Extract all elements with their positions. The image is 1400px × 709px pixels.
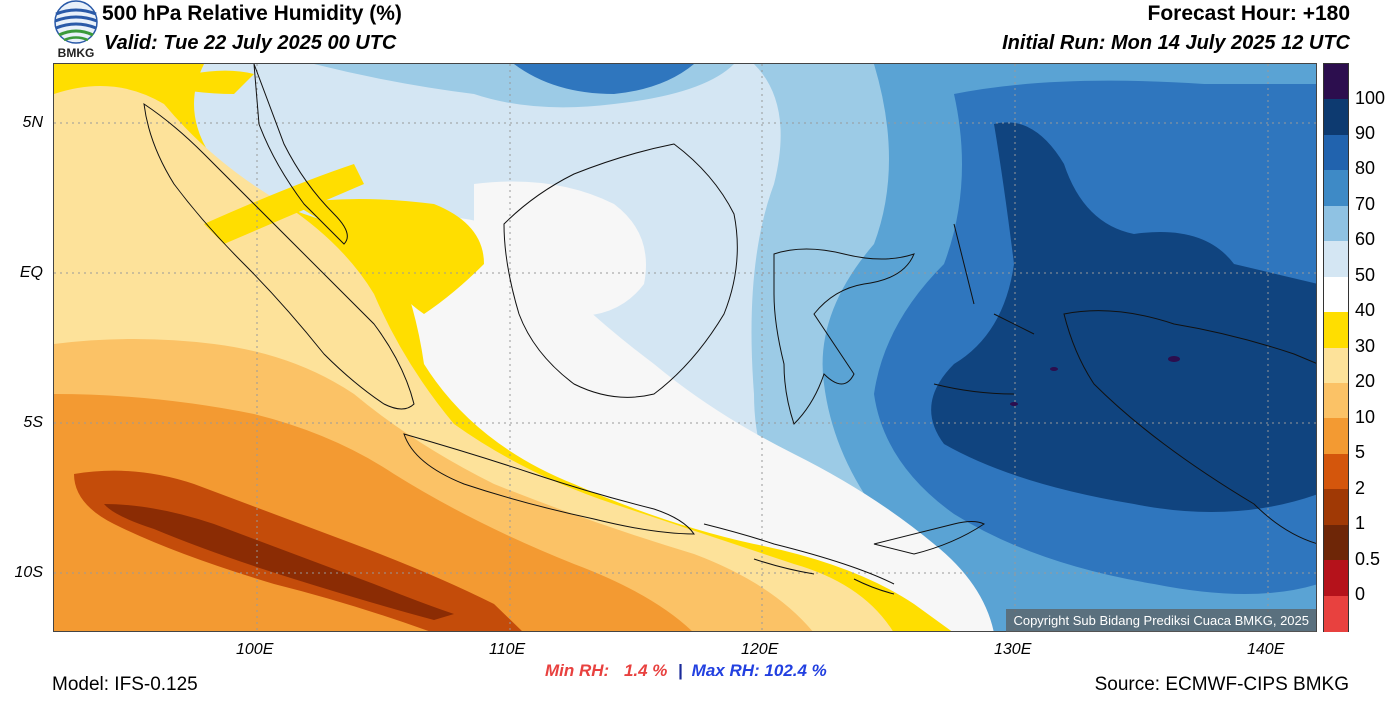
colorbar-segment bbox=[1324, 170, 1348, 207]
colorbar-label: 90 bbox=[1355, 123, 1376, 143]
forecast-hour: Forecast Hour: +180 bbox=[1147, 2, 1351, 25]
colorbar-segment bbox=[1324, 64, 1348, 100]
lon-label-130e: 130E bbox=[994, 641, 1032, 658]
lon-label-120e: 120E bbox=[741, 641, 779, 658]
colorbar-label: 1 bbox=[1355, 513, 1366, 533]
logo-text: BMKG bbox=[57, 46, 95, 60]
colorbar-segment bbox=[1324, 418, 1348, 455]
lon-label-100e: 100E bbox=[236, 641, 274, 658]
copyright-notice: Copyright Sub Bidang Prediksi Cuaca BMKG… bbox=[1006, 609, 1316, 632]
moist-region-deep bbox=[931, 122, 1316, 512]
colorbar-segment bbox=[1324, 312, 1348, 348]
colorbar-label: 100 bbox=[1355, 88, 1386, 108]
colorbar-label: 50 bbox=[1355, 265, 1376, 285]
colorbar-label: 20 bbox=[1355, 371, 1376, 391]
borneo-white-patch bbox=[474, 181, 646, 316]
colorbar-label: 0.5 bbox=[1355, 549, 1381, 569]
extreme-dry-band bbox=[74, 470, 522, 631]
colorbar-segment bbox=[1324, 382, 1348, 419]
colorbar-label: 60 bbox=[1355, 229, 1376, 249]
saturated-spots bbox=[1010, 356, 1180, 406]
initial-run: Initial Run: Mon 14 July 2025 12 UTC bbox=[1002, 32, 1350, 54]
colorbar-segment bbox=[1324, 489, 1348, 526]
graticule bbox=[54, 64, 1316, 631]
bmkg-logo: BMKG bbox=[50, 0, 102, 60]
lat-label-eq: EQ bbox=[19, 264, 43, 281]
north-moist-core bbox=[514, 64, 694, 94]
colorbar-segment bbox=[1324, 595, 1348, 632]
colorbar-label: 70 bbox=[1355, 194, 1376, 214]
colorbar-label: 40 bbox=[1355, 300, 1376, 320]
extreme-dry-core bbox=[104, 504, 454, 620]
lon-label-140e: 140E bbox=[1247, 641, 1285, 658]
max-rh-value: 102.4 % bbox=[764, 661, 827, 680]
colorbar-segment bbox=[1324, 453, 1348, 490]
colorbar bbox=[1323, 63, 1349, 632]
lat-label-5s: 5S bbox=[23, 414, 43, 431]
colorbar-segment bbox=[1324, 347, 1348, 384]
colorbar-label: 5 bbox=[1355, 442, 1366, 462]
colorbar-segment bbox=[1324, 134, 1348, 171]
colorbar-segment bbox=[1324, 205, 1348, 242]
colorbar-segment bbox=[1324, 524, 1348, 561]
colorbar-label: 80 bbox=[1355, 158, 1376, 178]
colorbar-label: 0 bbox=[1355, 584, 1366, 604]
source-label: Source: ECMWF-CIPS BMKG bbox=[1094, 674, 1349, 695]
colorbar-label: 30 bbox=[1355, 336, 1376, 356]
lat-label-5n: 5N bbox=[22, 114, 43, 131]
colorbar-segment bbox=[1324, 241, 1348, 278]
min-rh-value: 1.4 % bbox=[623, 661, 668, 680]
model-label: Model: IFS-0.125 bbox=[52, 674, 198, 695]
coastlines bbox=[143, 64, 1316, 595]
max-rh-label: Max RH: bbox=[691, 661, 760, 680]
colorbar-label: 10 bbox=[1355, 407, 1376, 427]
min-rh-label: Min RH: bbox=[545, 661, 610, 680]
very-dry-band bbox=[54, 394, 692, 631]
humidity-map[interactable] bbox=[53, 63, 1317, 632]
min-max-separator: | bbox=[678, 661, 683, 680]
colorbar-segment bbox=[1324, 560, 1348, 597]
min-max-readout: Min RH: 1.4 % | Max RH: 102.4 % bbox=[545, 661, 827, 681]
humidity-field bbox=[54, 64, 1316, 631]
lon-label-110e: 110E bbox=[489, 641, 526, 658]
colorbar-segment bbox=[1324, 99, 1348, 136]
valid-time: Valid: Tue 22 July 2025 00 UTC bbox=[104, 32, 397, 54]
lat-label-10s: 10S bbox=[14, 564, 43, 581]
chart-title: 500 hPa Relative Humidity (%) bbox=[102, 2, 402, 25]
colorbar-label: 2 bbox=[1355, 478, 1366, 498]
colorbar-segment bbox=[1324, 276, 1348, 313]
